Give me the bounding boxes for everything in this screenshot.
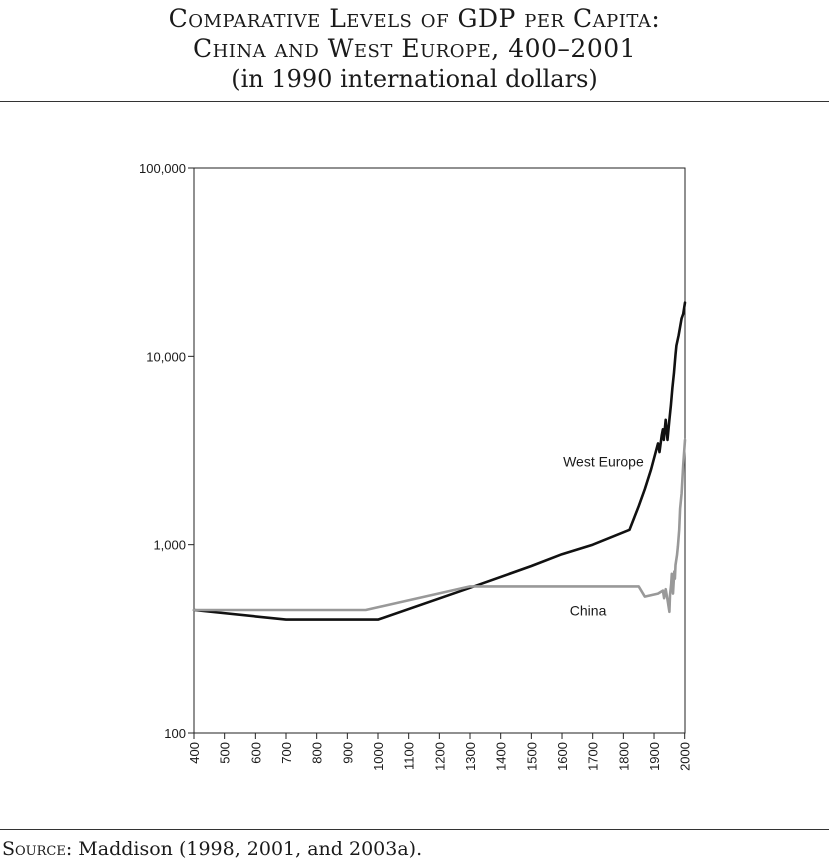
x-tick-label: 1100 — [402, 742, 417, 770]
series-label-china: China — [570, 603, 607, 619]
x-tick-label: 1500 — [524, 742, 539, 771]
x-tick-label: 1900 — [647, 742, 662, 771]
x-tick-label: 2000 — [678, 742, 693, 771]
x-tick-label: 600 — [248, 742, 263, 764]
x-tick-label: 1700 — [586, 742, 601, 771]
x-tick-label: 700 — [279, 742, 294, 764]
x-tick-label: 1600 — [555, 742, 570, 771]
y-tick-label: 100,000 — [139, 161, 186, 176]
plot-frame — [193, 167, 686, 734]
x-tick-label: 800 — [310, 742, 325, 764]
source-note: Source: Maddison (1998, 2001, and 2003a)… — [2, 838, 422, 860]
x-tick-label: 1200 — [432, 742, 447, 771]
x-tick-label: 500 — [218, 742, 233, 764]
chart-subtitle: (in 1990 international dollars) — [231, 65, 598, 93]
top-rule — [0, 101, 829, 102]
x-tick-label: 900 — [340, 742, 355, 764]
chart-title-line-2: China and West Europe, 400–2001 — [192, 34, 637, 63]
series-line-west-europe — [192, 301, 687, 621]
x-tick-label: 1800 — [616, 742, 631, 771]
source-lead: Source — [2, 838, 66, 860]
y-tick-label: 100 — [164, 726, 186, 741]
y-tick-label: 10,000 — [146, 349, 186, 364]
source-text: : Maddison (1998, 2001, and 2003a). — [65, 838, 423, 860]
x-tick-label: 1000 — [371, 742, 386, 771]
x-tick-label: 1300 — [463, 742, 478, 771]
series-line-china — [192, 438, 687, 614]
chart-title-line-1: Comparative Levels of GDP per Capita: — [168, 4, 661, 33]
x-tick-label: 400 — [187, 742, 202, 764]
x-tick-label: 1400 — [494, 742, 509, 771]
y-tick-label: 1,000 — [153, 538, 186, 553]
series-label-west-europe: West Europe — [563, 454, 644, 470]
bottom-rule — [0, 829, 829, 830]
